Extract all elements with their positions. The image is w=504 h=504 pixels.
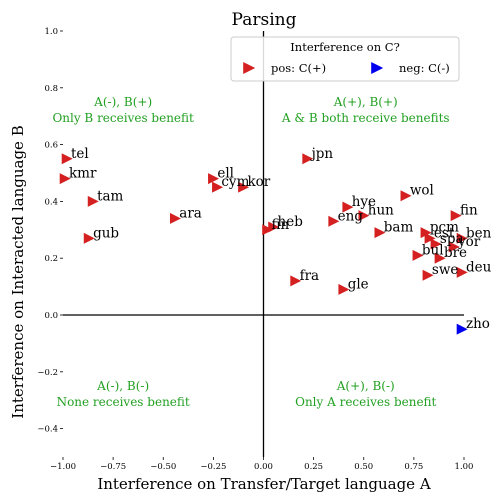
quadrant-annotation-subtitle: None receives benefit bbox=[57, 395, 190, 409]
quadrant-annotation-title: A(-), B(+) bbox=[93, 95, 152, 109]
point-label: gub bbox=[93, 225, 119, 241]
point-label: bam bbox=[384, 220, 414, 236]
quadrant-annotation-subtitle: Only A receives benefit bbox=[295, 395, 436, 409]
point-label: tam bbox=[97, 188, 123, 204]
data-point-jpn bbox=[302, 153, 314, 165]
x-tick-label: −0.75 bbox=[100, 462, 126, 472]
point-label: deu bbox=[466, 259, 492, 275]
point-label: bul bbox=[422, 242, 444, 258]
point-label: ell bbox=[217, 166, 234, 182]
legend-entry-label: pos: C(+) bbox=[271, 61, 326, 75]
point-label: jpn bbox=[310, 146, 334, 162]
chart-title: Parsing bbox=[232, 10, 297, 30]
quadrant-annotation-title: A(-), B(-) bbox=[96, 379, 149, 393]
data-point-wol bbox=[400, 190, 412, 202]
y-tick-label: 0.2 bbox=[44, 254, 58, 264]
point-label: eng bbox=[338, 208, 364, 224]
point-label: fra bbox=[300, 268, 320, 284]
point-label: cym bbox=[221, 174, 249, 190]
y-tick-label: 0.0 bbox=[44, 311, 58, 321]
data-point-fra bbox=[290, 275, 302, 287]
y-tick-label: 0.4 bbox=[44, 197, 58, 207]
point-label: ara bbox=[179, 205, 202, 221]
y-tick-label: −0.4 bbox=[37, 425, 58, 435]
point-label: fin bbox=[460, 203, 478, 219]
data-point-ben bbox=[456, 232, 468, 244]
x-tick-label: −0.25 bbox=[200, 462, 226, 472]
point-label: spa bbox=[440, 231, 464, 247]
data-point-spa bbox=[430, 238, 442, 250]
data-point-gub bbox=[83, 232, 95, 244]
quadrant-annotation-title: A(+), B(-) bbox=[336, 379, 395, 393]
point-label: yor bbox=[457, 234, 481, 250]
y-axis-label: Interference on Interacted language B bbox=[9, 125, 27, 418]
point-label: hun bbox=[368, 203, 394, 219]
data-point-hun bbox=[358, 210, 370, 222]
data-point-fin bbox=[450, 210, 462, 222]
data-point-ell bbox=[208, 173, 220, 185]
legend-entry-label: neg: C(-) bbox=[399, 61, 450, 75]
quadrant-annotations: A(-), B(+) Only B receives benefit A(+), B… bbox=[52, 95, 449, 409]
point-label: zho bbox=[466, 316, 490, 332]
point-label: ben bbox=[466, 225, 492, 241]
data-point-fin bbox=[262, 224, 274, 236]
y-tick-label: −0.2 bbox=[37, 368, 58, 378]
point-label: hye bbox=[352, 194, 376, 210]
data-point-zho bbox=[456, 323, 468, 335]
legend-title: Interference on C? bbox=[290, 40, 400, 54]
data-point-est bbox=[424, 232, 436, 244]
data-point-kmr bbox=[59, 173, 71, 185]
data-point-bre bbox=[434, 252, 446, 264]
data-point-bam bbox=[374, 227, 386, 239]
x-tick-label: −1.00 bbox=[50, 462, 76, 472]
data-point-cym bbox=[212, 181, 224, 193]
point-label: wol bbox=[410, 183, 434, 199]
axes: −1.00 −0.75 −0.50 −0.25 0.00 0.25 0.50 0.75 1.00… bbox=[37, 27, 473, 472]
point-label: bre bbox=[444, 245, 467, 261]
y-tick-label: 0.8 bbox=[44, 84, 58, 94]
data-point-yor bbox=[448, 241, 460, 253]
data-point-deu bbox=[456, 266, 468, 278]
x-axis-label: Interference on Transfer/Target language… bbox=[97, 475, 431, 493]
quadrant-annotation-title: A(+), B(+) bbox=[333, 95, 398, 109]
y-tick-label: 1.0 bbox=[44, 27, 58, 37]
data-point-kor bbox=[238, 181, 250, 193]
data-point-eng bbox=[328, 215, 340, 227]
legend-box bbox=[230, 36, 460, 82]
quadrant-annotation-subtitle: Only B receives benefit bbox=[52, 111, 194, 125]
point-label: gle bbox=[348, 276, 369, 292]
point-label: heb bbox=[278, 214, 303, 230]
point-label: swe bbox=[432, 262, 458, 278]
data-point-tam bbox=[87, 195, 99, 207]
data-point-swe bbox=[422, 269, 434, 281]
legend-marker-neg bbox=[371, 62, 384, 74]
point-label: est bbox=[434, 225, 455, 241]
x-tick-label: 0.50 bbox=[354, 462, 373, 472]
x-tick-label: 0.00 bbox=[254, 462, 273, 472]
x-tick-label: 0.75 bbox=[404, 462, 423, 472]
quadrant-annotation-subtitle: A & B both receive benefits bbox=[281, 111, 450, 125]
legend: Interference on C? pos: C(+) neg: C(-) bbox=[230, 36, 460, 82]
data-point-tel bbox=[61, 153, 73, 165]
x-tick-label: 1.00 bbox=[455, 462, 474, 472]
legend-marker-pos bbox=[243, 62, 256, 74]
point-label: fin bbox=[272, 217, 290, 233]
data-points bbox=[59, 153, 468, 335]
data-point-hye bbox=[342, 201, 354, 213]
point-label: kor bbox=[247, 174, 270, 190]
data-point-bul bbox=[412, 249, 424, 261]
x-tick-label: 0.25 bbox=[304, 462, 323, 472]
point-label: tel bbox=[71, 146, 89, 162]
data-point-ara bbox=[169, 212, 181, 224]
data-point-gle bbox=[338, 283, 350, 295]
y-tick-label: 0.6 bbox=[44, 141, 58, 151]
point-label: pcm bbox=[430, 220, 459, 236]
x-tick-label: −0.50 bbox=[150, 462, 176, 472]
point-label: kmr bbox=[69, 166, 97, 182]
